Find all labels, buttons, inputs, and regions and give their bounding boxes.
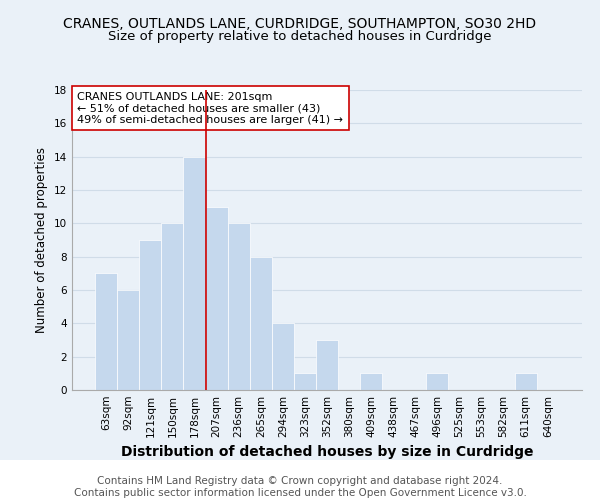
- Bar: [227, 224, 250, 390]
- Y-axis label: Number of detached properties: Number of detached properties: [35, 147, 49, 333]
- Bar: [427, 374, 448, 390]
- Bar: [272, 324, 294, 390]
- Bar: [206, 206, 227, 390]
- Bar: [184, 156, 206, 390]
- Text: Contains HM Land Registry data © Crown copyright and database right 2024.
Contai: Contains HM Land Registry data © Crown c…: [74, 476, 526, 498]
- Bar: [117, 290, 139, 390]
- Bar: [95, 274, 117, 390]
- Text: CRANES OUTLANDS LANE: 201sqm
← 51% of detached houses are smaller (43)
49% of se: CRANES OUTLANDS LANE: 201sqm ← 51% of de…: [77, 92, 343, 124]
- Text: Size of property relative to detached houses in Curdridge: Size of property relative to detached ho…: [108, 30, 492, 43]
- Bar: [316, 340, 338, 390]
- Bar: [515, 374, 537, 390]
- Bar: [250, 256, 272, 390]
- Bar: [360, 374, 382, 390]
- Bar: [161, 224, 184, 390]
- Bar: [294, 374, 316, 390]
- Text: CRANES, OUTLANDS LANE, CURDRIDGE, SOUTHAMPTON, SO30 2HD: CRANES, OUTLANDS LANE, CURDRIDGE, SOUTHA…: [64, 18, 536, 32]
- X-axis label: Distribution of detached houses by size in Curdridge: Distribution of detached houses by size …: [121, 446, 533, 460]
- Bar: [139, 240, 161, 390]
